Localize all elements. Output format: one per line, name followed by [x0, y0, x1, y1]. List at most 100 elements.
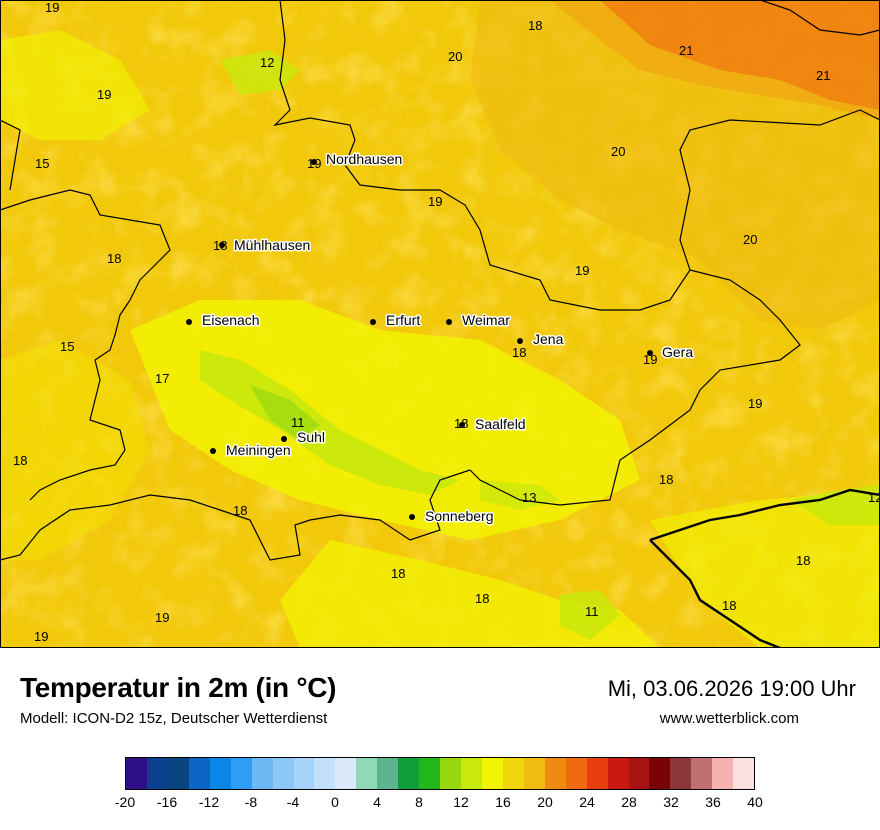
- legend-swatch: [670, 758, 692, 789]
- value-label: 19: [575, 263, 589, 278]
- website-label: www.wetterblick.com: [659, 710, 799, 727]
- legend-swatch: [251, 758, 273, 789]
- city-label: Jena: [533, 331, 564, 347]
- value-label: 15: [60, 339, 74, 354]
- highland-thueringer-wald: [200, 350, 460, 495]
- legend-tick-label: -8: [244, 794, 258, 810]
- legend-swatch: [649, 758, 671, 789]
- footer: Temperatur in 2m (in °C) Modell: ICON-D2…: [0, 648, 880, 830]
- border-border-north: [759, 0, 880, 36]
- value-label: 19: [643, 352, 657, 367]
- legend-swatch: [607, 758, 629, 789]
- city-label: Mühlhausen: [234, 237, 310, 253]
- warm-zone-20: [470, 0, 880, 330]
- legend-tick-label: 4: [373, 794, 381, 810]
- legend-swatch: [146, 758, 168, 789]
- national-border: [649, 488, 880, 648]
- border-thuringia: [273, 0, 880, 311]
- border-bavaria-north: [0, 469, 471, 561]
- city-marker: [186, 319, 192, 325]
- temperature-map: 19 18 20 21 21 12 19 15 19 20 18 19 18 2…: [0, 0, 880, 648]
- value-label: 21: [816, 68, 830, 83]
- legend-swatch: [461, 758, 482, 789]
- legend-tick-label: 0: [331, 794, 339, 810]
- legend-swatch: [314, 758, 336, 789]
- city-marker: [446, 319, 452, 325]
- cool-zone-northwest: [0, 30, 150, 140]
- legend-tick-label: -12: [198, 794, 220, 810]
- model-subtitle: Modell: ICON-D2 15z, Deutscher Wetterdie…: [20, 710, 328, 727]
- city-marker: [219, 242, 225, 248]
- legend-swatch: [523, 758, 545, 789]
- city-label: Meiningen: [226, 442, 291, 458]
- forecast-datetime: Mi, 03.06.2026 19:00 Uhr: [607, 676, 856, 701]
- border-niedersachsen: [0, 119, 21, 191]
- legend-tick-label: 16: [495, 794, 511, 810]
- legend-swatch: [126, 758, 147, 789]
- city-gera: Gera: [647, 343, 695, 362]
- value-label: 20: [611, 144, 625, 159]
- legend-swatch: [356, 758, 378, 789]
- value-label: 12: [260, 55, 274, 70]
- border-hesse-west: [0, 189, 171, 501]
- legend-swatch: [565, 758, 587, 789]
- legend-swatch: [230, 758, 252, 789]
- value-label: 17: [155, 371, 169, 386]
- city-marker: [647, 350, 653, 356]
- value-label: 19: [155, 610, 169, 625]
- city-marker: [459, 422, 465, 428]
- city-muehlhausen: Mühlhausen: [219, 236, 312, 255]
- city-weimar: Weimar: [446, 311, 512, 330]
- value-label: 18: [722, 598, 736, 613]
- value-label: 18: [13, 453, 27, 468]
- value-label: 18: [107, 251, 121, 266]
- highland-southeast: [560, 590, 620, 640]
- city-label: Nordhausen: [326, 151, 402, 167]
- legend-tick-label: 8: [415, 794, 423, 810]
- legend-tick-label: 40: [747, 794, 763, 810]
- borders: [0, 0, 880, 561]
- border-saxony-east: [469, 269, 801, 506]
- value-label: 18: [391, 566, 405, 581]
- legend-swatch: [481, 758, 503, 789]
- legend-ticks: -20 -16 -12 -8 -4 0 4 8 12 16 20 24 28 32 36 40: [115, 794, 763, 814]
- legend-swatch: [419, 758, 441, 789]
- city-marker: [517, 338, 523, 344]
- legend-tick-label: 36: [705, 794, 721, 810]
- cities: Nordhausen Mühlhausen Eisenach Erfurt We…: [186, 150, 695, 526]
- value-label: 12: [868, 490, 880, 505]
- legend-swatch: [733, 758, 755, 789]
- legend-swatch: [167, 758, 189, 789]
- value-label: 19: [34, 629, 48, 644]
- legend-tick-label: 28: [621, 794, 637, 810]
- legend-swatch: [502, 758, 524, 789]
- city-marker: [370, 319, 376, 325]
- legend-tick-label: 12: [453, 794, 469, 810]
- map-title: Temperatur in 2m (in °C): [20, 672, 337, 703]
- value-label: 18: [796, 553, 810, 568]
- city-marker: [210, 448, 216, 454]
- legend-tick-label: -4: [286, 794, 300, 810]
- value-label: 19: [748, 396, 762, 411]
- legend-swatch: [209, 758, 231, 789]
- value-label: 21: [679, 43, 693, 58]
- city-label: Eisenach: [202, 312, 260, 328]
- legend-swatch: [712, 758, 734, 789]
- legend-swatch: [293, 758, 315, 789]
- city-eisenach: Eisenach: [186, 311, 261, 330]
- highland-thueringer-wald-core: [250, 385, 320, 440]
- city-label: Weimar: [462, 312, 510, 328]
- highland-ore-mountains: [790, 485, 880, 525]
- value-label: 11: [291, 415, 305, 430]
- legend-swatch: [440, 758, 461, 789]
- cool-zone-west: [0, 340, 150, 560]
- value-label: 19: [45, 0, 59, 15]
- legend-tick-label: 20: [537, 794, 553, 810]
- value-label: 18: [512, 345, 526, 360]
- value-label: 15: [35, 156, 49, 171]
- warm-zone-21: [600, 0, 880, 110]
- value-label: 19: [428, 194, 442, 209]
- city-saalfeld: Saalfeld: [459, 415, 527, 434]
- city-marker: [281, 436, 287, 442]
- city-meiningen: Meiningen: [210, 441, 292, 460]
